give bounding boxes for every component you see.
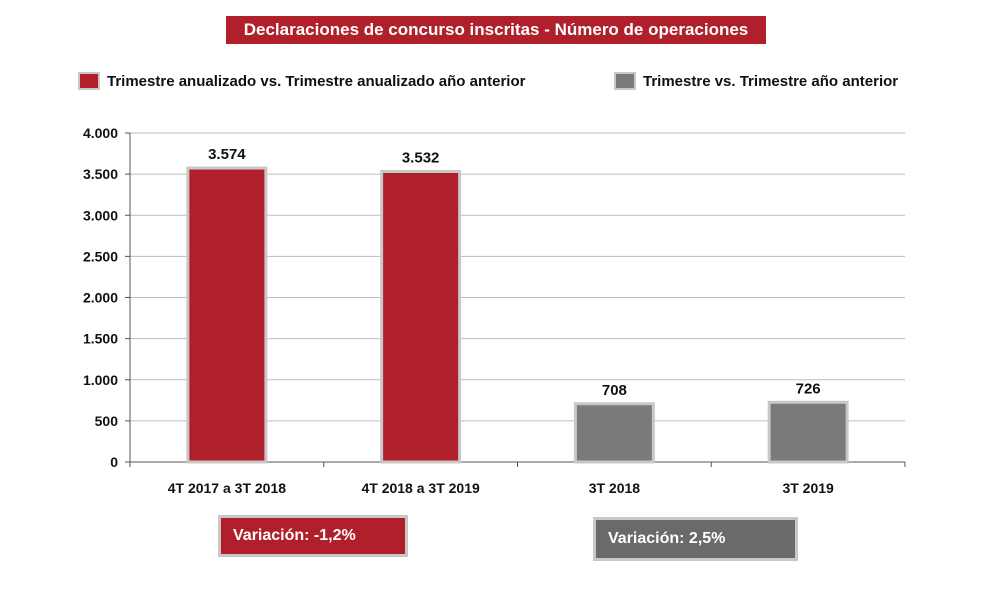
legend-label-quarterly: Trimestre vs. Trimestre año anterior: [643, 72, 899, 90]
bar-value-label: 708: [602, 382, 627, 399]
legend-item-quarterly: Trimestre vs. Trimestre año anterior: [614, 70, 898, 92]
bar: [767, 400, 849, 464]
y-tick-label: 3.500: [83, 166, 118, 182]
chart-title: Declaraciones de concurso inscritas - Nú…: [226, 16, 766, 44]
y-tick-label: 4.000: [83, 125, 118, 141]
y-tick-label: 3.000: [83, 207, 118, 223]
y-tick-label: 2.500: [83, 248, 118, 264]
variation-annualized-badge: Variación: -1,2%: [218, 515, 408, 557]
bar-value-label: 726: [796, 380, 821, 397]
legend-swatch-red: [78, 72, 100, 90]
y-tick-label: 1.000: [83, 372, 118, 388]
y-tick-label: 1.500: [83, 331, 118, 347]
legend-label-annualized: Trimestre anualizado vs. Trimestre anual…: [107, 72, 526, 90]
x-tick-label: 3T 2019: [782, 480, 834, 496]
x-tick-label: 4T 2017 a 3T 2018: [168, 480, 287, 496]
y-tick-label: 0: [110, 454, 118, 470]
bar-value-label: 3.532: [402, 149, 440, 166]
bar: [573, 402, 655, 464]
y-tick-label: 500: [95, 413, 119, 429]
bar-value-label: 3.574: [208, 146, 246, 163]
x-tick-label: 3T 2018: [589, 480, 641, 496]
y-tick-label: 2.000: [83, 290, 118, 306]
variation-quarterly-badge: Variación: 2,5%: [593, 517, 798, 561]
legend-item-annualized: Trimestre anualizado vs. Trimestre anual…: [78, 70, 525, 92]
x-tick-label: 4T 2018 a 3T 2019: [361, 480, 480, 496]
bar: [380, 169, 462, 464]
legend-swatch-grey: [614, 72, 636, 90]
bar: [186, 166, 268, 464]
